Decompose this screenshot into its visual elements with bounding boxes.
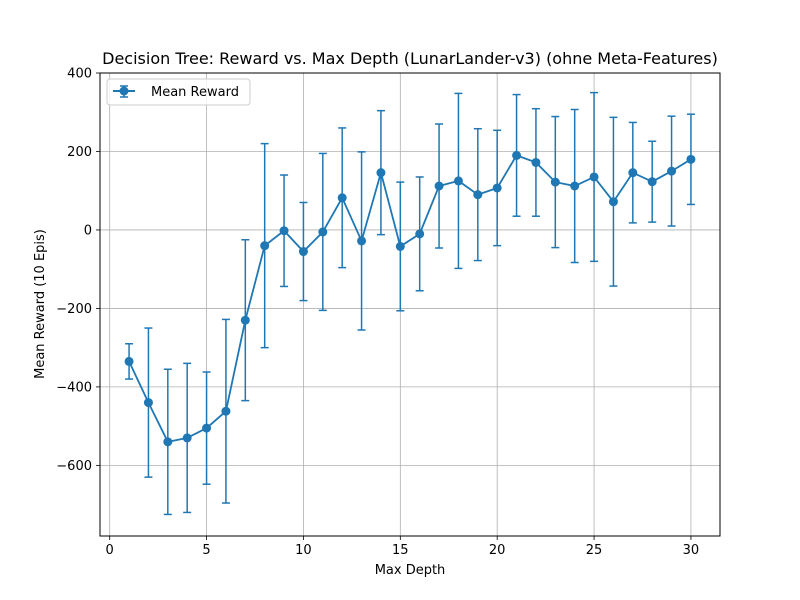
data-point xyxy=(492,183,502,193)
data-point xyxy=(376,168,386,178)
data-point xyxy=(647,177,657,187)
data-point xyxy=(240,315,250,325)
data-point xyxy=(163,437,173,447)
data-point xyxy=(202,423,212,433)
data-layer xyxy=(124,91,696,516)
legend-label: Mean Reward xyxy=(151,85,239,100)
x-tick-label: 5 xyxy=(202,543,210,558)
data-point xyxy=(434,181,444,191)
y-tick-label: 0 xyxy=(84,223,92,238)
chart-title: Decision Tree: Reward vs. Max Depth (Lun… xyxy=(102,49,718,68)
data-point xyxy=(318,227,328,237)
y-axis-title: Mean Reward (10 Epis) xyxy=(33,229,48,379)
x-tick-label: 0 xyxy=(106,543,114,558)
data-point xyxy=(550,177,560,187)
legend-marker-dot xyxy=(119,86,129,96)
x-tick-label: 10 xyxy=(295,543,312,558)
data-point xyxy=(395,241,405,251)
y-tick-label: 200 xyxy=(67,145,92,160)
data-point xyxy=(337,193,347,203)
data-point xyxy=(182,433,192,443)
data-point xyxy=(608,197,618,207)
data-point xyxy=(473,190,483,200)
data-point xyxy=(357,236,367,246)
data-point xyxy=(667,166,677,176)
data-point xyxy=(298,247,308,257)
x-tick-label: 20 xyxy=(489,543,506,558)
data-point xyxy=(531,157,541,167)
data-point xyxy=(686,154,696,164)
y-tick-label: −200 xyxy=(56,302,92,317)
plot-frame xyxy=(99,72,721,537)
x-tick-label: 25 xyxy=(586,543,603,558)
data-point xyxy=(570,181,580,191)
data-point xyxy=(221,406,231,416)
data-point xyxy=(415,229,425,239)
data-point xyxy=(628,168,638,178)
y-axis-ticks: −600 −400 −200 0 200 400 xyxy=(56,67,100,474)
y-tick-label: −400 xyxy=(56,380,92,395)
x-tick-label: 30 xyxy=(683,543,700,558)
data-point xyxy=(589,172,599,182)
data-point xyxy=(279,226,289,236)
y-tick-label: 400 xyxy=(67,67,92,82)
data-point xyxy=(453,176,463,186)
data-point xyxy=(260,241,270,251)
legend-box xyxy=(106,78,251,106)
x-axis-ticks: 0 5 10 15 20 25 30 xyxy=(106,536,700,558)
grid-layer xyxy=(100,72,720,536)
legend: Mean Reward xyxy=(106,78,251,106)
x-tick-label: 15 xyxy=(392,543,409,558)
data-point xyxy=(124,356,134,366)
data-point xyxy=(512,150,522,160)
data-point xyxy=(143,398,153,408)
y-tick-label: −600 xyxy=(56,459,92,474)
x-axis-title: Max Depth xyxy=(375,563,446,578)
